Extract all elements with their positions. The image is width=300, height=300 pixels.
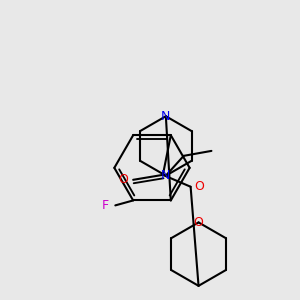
Text: N: N — [161, 169, 170, 182]
Text: O: O — [195, 180, 205, 193]
Text: O: O — [118, 173, 128, 186]
Text: O: O — [194, 216, 203, 229]
Text: N: N — [161, 110, 170, 123]
Text: F: F — [102, 199, 109, 212]
